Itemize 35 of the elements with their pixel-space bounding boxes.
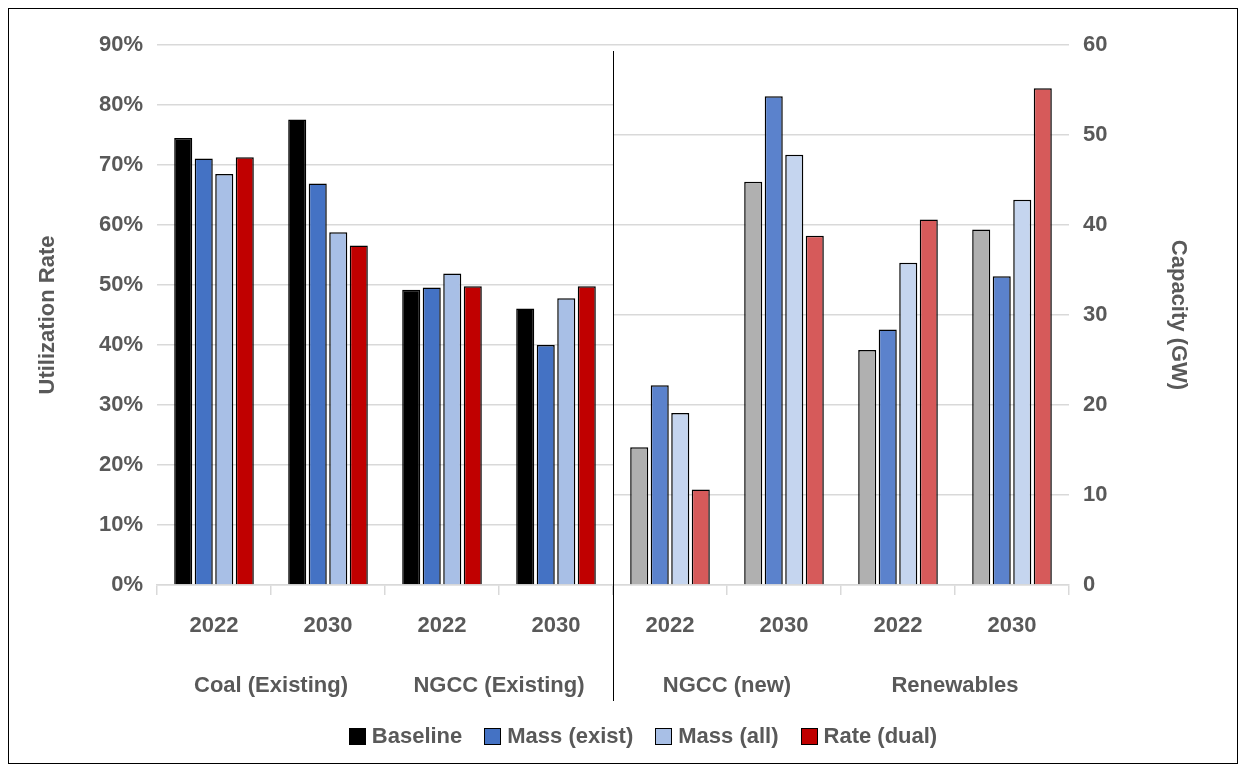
y-tick-label: 90% bbox=[98, 31, 143, 57]
y-tick-label: 50% bbox=[98, 271, 143, 297]
x-tick-label: 2030 bbox=[987, 612, 1037, 638]
x-axis-title: Renewables bbox=[891, 671, 1019, 697]
y-tick-label: 0% bbox=[111, 571, 143, 597]
y2-axis-title: Capacity (GW) bbox=[1166, 239, 1192, 391]
legend-label: Mass (exist) bbox=[507, 723, 634, 749]
y2-tick-label: 50 bbox=[1083, 121, 1108, 147]
y2-tick-label: 40 bbox=[1083, 211, 1108, 237]
y2-tick-label: 30 bbox=[1083, 301, 1108, 327]
x-tick-label: 2022 bbox=[417, 612, 467, 638]
y-axis-title: Utilization Rate bbox=[34, 235, 60, 395]
x-tick-label: 2030 bbox=[303, 612, 353, 638]
x-tick-label: 2022 bbox=[189, 612, 239, 638]
y2-tick-label: 60 bbox=[1083, 31, 1108, 57]
x-tick-label: 2030 bbox=[759, 612, 809, 638]
y-tick-label: 70% bbox=[98, 151, 143, 177]
y-tick-label: 80% bbox=[98, 91, 143, 117]
x-tick-label: 2022 bbox=[645, 612, 695, 638]
y2-tick-label: 0 bbox=[1083, 571, 1096, 597]
y-tick-label: 10% bbox=[98, 511, 143, 537]
x-axis-title: Coal (Existing) bbox=[193, 671, 349, 697]
y-tick-label: 40% bbox=[98, 331, 143, 357]
y-tick-label: 60% bbox=[98, 211, 143, 237]
y-tick-label: 20% bbox=[98, 451, 143, 477]
y2-tick-label: 20 bbox=[1083, 391, 1108, 417]
y-tick-label: 30% bbox=[98, 391, 143, 417]
legend-label: Rate (dual) bbox=[823, 723, 938, 749]
x-axis-title: NGCC (Existing) bbox=[413, 671, 585, 697]
legend-label: Baseline bbox=[371, 723, 463, 749]
y2-tick-label: 10 bbox=[1083, 481, 1108, 507]
x-axis-title: NGCC (new) bbox=[662, 671, 792, 697]
x-tick-label: 2030 bbox=[531, 612, 581, 638]
legend-label: Mass (all) bbox=[678, 723, 779, 749]
x-tick-label: 2022 bbox=[873, 612, 923, 638]
